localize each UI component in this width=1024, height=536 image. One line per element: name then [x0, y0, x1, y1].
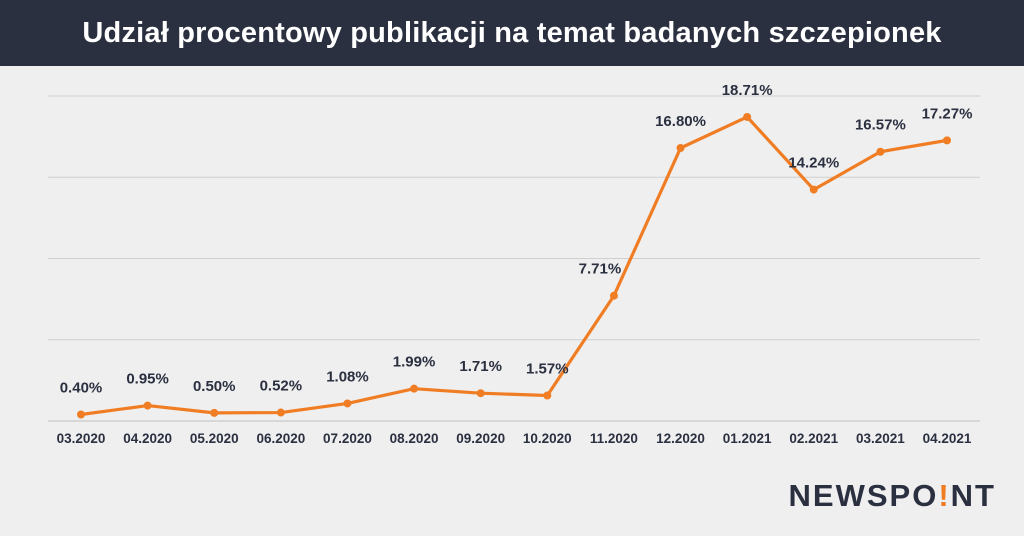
data-label: 1.71%	[459, 358, 502, 375]
x-tick-label: 08.2020	[390, 431, 439, 446]
logo-accent: !	[938, 478, 951, 513]
data-label: 0.50%	[193, 378, 236, 395]
data-point	[809, 185, 818, 194]
data-point	[543, 391, 552, 400]
data-label: 16.57%	[855, 117, 906, 134]
x-tick-label: 11.2020	[590, 431, 638, 446]
x-tick-label: 04.2021	[923, 431, 972, 446]
logo-text-right: NT	[950, 478, 996, 513]
series-line	[79, 115, 949, 417]
data-label: 0.40%	[60, 380, 103, 397]
data-point	[210, 408, 219, 417]
logo-text-left: NEWSPO	[788, 478, 939, 513]
line-chart: 03.2020 04.2020 05.2020 06.2020 07.2020 08.20…	[48, 82, 980, 446]
gridlines	[48, 95, 980, 422]
x-tick-label: 01.2021	[723, 431, 772, 446]
title-bar: Udział procentowy publikacji na temat ba…	[0, 0, 1024, 66]
x-tick-label: 03.2021	[856, 431, 905, 446]
data-label: 18.71%	[722, 82, 773, 99]
x-tick-label: 06.2020	[256, 431, 305, 446]
x-tick-label: 05.2020	[190, 431, 239, 446]
data-label: 16.80%	[655, 113, 706, 130]
data-point	[943, 136, 951, 145]
x-tick-label: 07.2020	[323, 431, 372, 446]
data-label: 17.27%	[922, 105, 973, 122]
x-axis-labels: 03.2020 04.2020 05.2020 06.2020 07.2020 08.20…	[57, 431, 972, 446]
data-point	[676, 144, 685, 152]
data-label: 1.57%	[526, 360, 569, 377]
data-label: 0.95%	[126, 371, 169, 388]
series-polyline	[79, 115, 949, 417]
x-tick-label: 04.2020	[123, 431, 172, 446]
data-label: 0.52%	[260, 378, 303, 395]
data-label: 1.08%	[326, 368, 369, 385]
data-points	[77, 112, 951, 419]
x-tick-label: 09.2020	[456, 431, 505, 446]
data-label: 1.99%	[393, 354, 436, 371]
data-point	[276, 408, 285, 417]
newspoint-logo: NEWSPO! NT	[789, 478, 996, 514]
data-point	[876, 147, 885, 156]
data-labels: 0.40% 0.95% 0.50% 0.52% 1.08% 1.99% 1.71% 1.57%…	[60, 82, 973, 397]
x-tick-label: 03.2020	[57, 431, 106, 446]
x-tick-label: 12.2020	[656, 431, 705, 446]
data-point	[343, 399, 352, 408]
data-label: 14.24%	[788, 155, 839, 172]
data-point	[743, 112, 752, 121]
page-title: Udział procentowy publikacji na temat ba…	[82, 16, 942, 49]
data-label: 7.71%	[579, 261, 622, 278]
x-tick-label: 02.2021	[789, 431, 838, 446]
data-point	[410, 384, 419, 393]
data-point	[77, 410, 85, 419]
x-tick-label: 10.2020	[523, 431, 572, 446]
data-point	[476, 389, 485, 398]
data-point	[609, 291, 618, 300]
data-point	[143, 401, 152, 410]
